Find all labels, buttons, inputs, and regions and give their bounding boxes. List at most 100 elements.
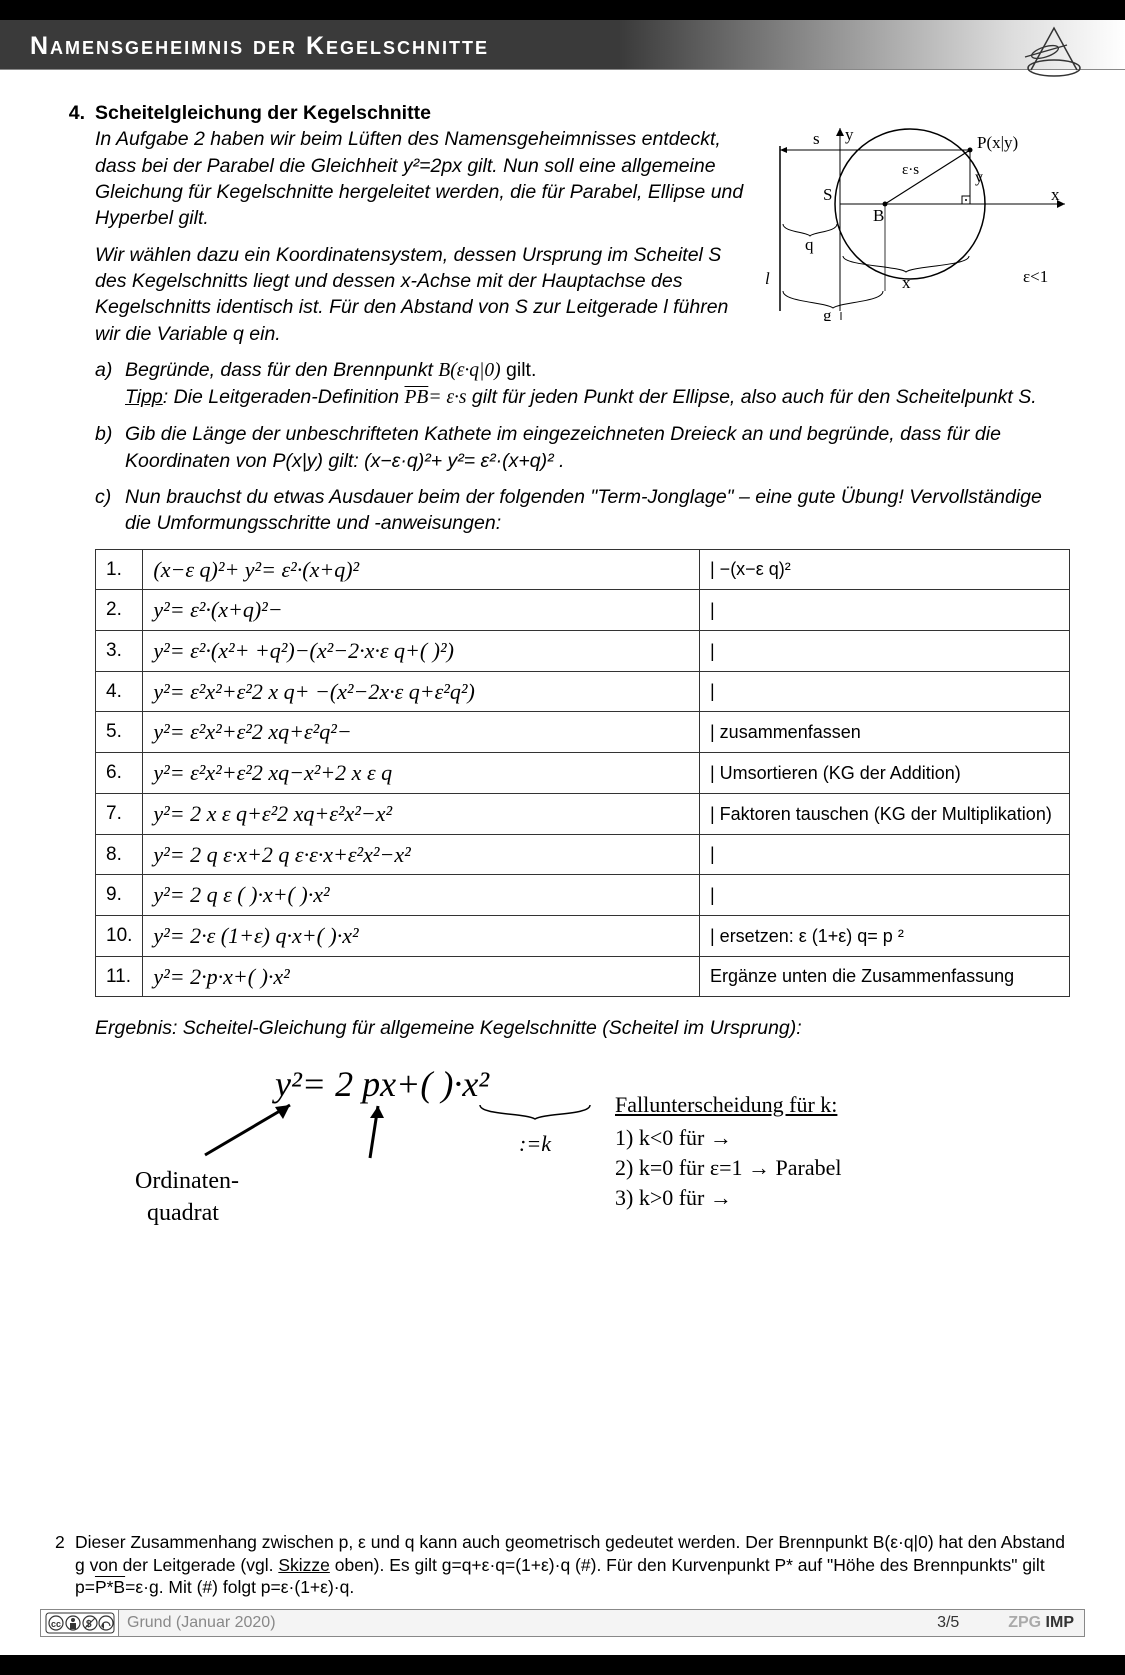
case-3: 3) k>0 für → bbox=[615, 1183, 842, 1213]
step-note: | bbox=[700, 590, 1070, 631]
svg-text:S: S bbox=[823, 185, 832, 204]
task-title: Scheitelgleichung der Kegelschnitte bbox=[95, 100, 1070, 126]
case-1: 1) k<0 für → bbox=[615, 1123, 842, 1153]
svg-text:g: g bbox=[823, 306, 832, 321]
step-equation: y²= ε²x²+ε²2 xq−x²+2 x ε q bbox=[143, 753, 700, 794]
table-row: 3.y²= ε²·(x²+ +q²)−(x²−2·x·ε q+( )²)| bbox=[96, 631, 1070, 672]
subtask-b-letter: b) bbox=[95, 421, 117, 474]
subtask-c-body: Nun brauchst du etwas Ausdauer beim der … bbox=[125, 484, 1070, 537]
subtask-c: c) Nun brauchst du etwas Ausdauer beim d… bbox=[95, 484, 1070, 537]
subtask-c-letter: c) bbox=[95, 484, 117, 537]
a-text1: Begründe, dass für den Brennpunkt bbox=[125, 359, 438, 381]
step-number: 3. bbox=[96, 631, 143, 672]
document-header: Namensgeheimnis der Kegelschnitte bbox=[0, 20, 1125, 70]
footer: cc $ Grund (Januar 2020) 3/5 ZPG IMP bbox=[40, 1609, 1085, 1637]
result-line: Ergebnis: Scheitel-Gleichung für allgeme… bbox=[95, 1015, 1070, 1041]
svg-text:ε<1: ε<1 bbox=[1023, 267, 1048, 286]
step-number: 6. bbox=[96, 753, 143, 794]
a-tipp-text: : Die Leitgeraden-Definition bbox=[163, 386, 405, 408]
svg-text:B: B bbox=[873, 206, 884, 225]
content-area: 4. Scheitelgleichung der Kegelschnitte bbox=[0, 70, 1125, 1240]
k-brace: :=k bbox=[475, 1102, 595, 1159]
subtask-b-body: Gib die Länge der unbeschrifteten Kathet… bbox=[125, 421, 1070, 474]
footer-author: Grund (Januar 2020) bbox=[119, 1614, 888, 1632]
footer-zpg2: IMP bbox=[1046, 1614, 1074, 1631]
step-number: 9. bbox=[96, 875, 143, 916]
step-note: | bbox=[700, 631, 1070, 672]
step-equation: y²= 2 q ε·x+2 q ε·ε·x+ε²x²−x² bbox=[143, 834, 700, 875]
step-note: | ersetzen: ε (1+ε) q= p ² bbox=[700, 915, 1070, 956]
task-number: 4. bbox=[69, 102, 85, 124]
step-equation: y²= 2 x ε q+ε²2 xq+ε²x²−x² bbox=[143, 793, 700, 834]
step-equation: y²= 2·ε (1+ε) q·x+( )·x² bbox=[143, 915, 700, 956]
footnote-text: Dieser Zusammenhang zwischen p, ε und q … bbox=[75, 1531, 1070, 1599]
table-row: 7.y²= 2 x ε q+ε²2 xq+ε²x²−x²| Faktoren t… bbox=[96, 793, 1070, 834]
fall-title: Fallunterscheidung für k: bbox=[615, 1090, 842, 1120]
svg-text:l: l bbox=[765, 269, 770, 288]
header-title: Namensgeheimnis der Kegelschnitte bbox=[30, 32, 489, 60]
step-number: 8. bbox=[96, 834, 143, 875]
svg-text:y: y bbox=[975, 169, 983, 186]
step-note: | bbox=[700, 834, 1070, 875]
a-gilt: gilt. bbox=[501, 359, 537, 381]
ordinaten-label: Ordinaten- quadrat bbox=[135, 1165, 239, 1230]
step-note: | −(x−ε q)² bbox=[700, 549, 1070, 590]
table-row: 1.(x−ε q)²+ y²= ε²·(x+q)²| −(x−ε q)² bbox=[96, 549, 1070, 590]
step-note: | Faktoren tauschen (KG der Multiplikati… bbox=[700, 793, 1070, 834]
footnote: 2 Dieser Zusammenhang zwischen p, ε und … bbox=[55, 1531, 1070, 1599]
step-note: | bbox=[700, 875, 1070, 916]
footer-zpg: ZPG IMP bbox=[1008, 1614, 1084, 1632]
table-row: 11.y²= 2·p·x+( )·x²Ergänze unten die Zus… bbox=[96, 956, 1070, 997]
table-row: 2.y²= ε²·(x+q)²−| bbox=[96, 590, 1070, 631]
svg-text:x: x bbox=[1051, 185, 1060, 204]
a-eq: = ε·s bbox=[428, 387, 466, 408]
footer-page-number: 3/5 bbox=[888, 1614, 1008, 1632]
conic-diagram: s y P(x|y) ε·s y S B x q x ε<1 l g bbox=[765, 126, 1070, 321]
derivation-table: 1.(x−ε q)²+ y²= ε²·(x+q)²| −(x−ε q)²2.y²… bbox=[95, 549, 1070, 998]
arrow-2 bbox=[350, 1098, 400, 1168]
case-distinction: Fallunterscheidung für k: 1) k<0 für → 2… bbox=[615, 1090, 842, 1213]
step-equation: y²= ε²x²+ε²2 x q+ −(x²−2x·ε q+ε²q²) bbox=[143, 671, 700, 712]
conic-logo-icon bbox=[1023, 24, 1085, 78]
k-label: :=k bbox=[475, 1129, 595, 1159]
a-B: B(ε·q|0) bbox=[438, 360, 500, 381]
step-number: 7. bbox=[96, 793, 143, 834]
step-number: 1. bbox=[96, 549, 143, 590]
step-note: | Umsortieren (KG der Addition) bbox=[700, 753, 1070, 794]
page: Namensgeheimnis der Kegelschnitte 4. Sch… bbox=[0, 20, 1125, 1655]
step-number: 10. bbox=[96, 915, 143, 956]
svg-text:x: x bbox=[902, 273, 911, 292]
subtask-b: b) Gib die Länge der unbeschrifteten Kat… bbox=[95, 421, 1070, 474]
step-note: | bbox=[700, 671, 1070, 712]
table-row: 5.y²= ε²x²+ε²2 xq+ε²q²−| zusammenfassen bbox=[96, 712, 1070, 753]
footer-zpg1: ZPG bbox=[1008, 1614, 1045, 1631]
step-number: 5. bbox=[96, 712, 143, 753]
step-number: 4. bbox=[96, 671, 143, 712]
step-equation: y²= ε²·(x²+ +q²)−(x²−2·x·ε q+( )²) bbox=[143, 631, 700, 672]
step-equation: y²= 2·p·x+( )·x² bbox=[143, 956, 700, 997]
a-tail: gilt für jeden Punkt der Ellipse, also a… bbox=[467, 386, 1037, 408]
footnote-number: 2 bbox=[55, 1531, 69, 1599]
result-formula-area: y²= 2 px+( )·x² :=k bbox=[95, 1060, 1070, 1240]
subtask-a-body: Begründe, dass für den Brennpunkt B(ε·q|… bbox=[125, 357, 1070, 412]
table-row: 9.y²= 2 q ε ( )·x+( )·x²| bbox=[96, 875, 1070, 916]
step-number: 11. bbox=[96, 956, 143, 997]
subtask-a-letter: a) bbox=[95, 357, 117, 412]
cc-license-icon: cc $ bbox=[41, 1610, 119, 1636]
table-row: 6.y²= ε²x²+ε²2 xq−x²+2 x ε q| Umsortiere… bbox=[96, 753, 1070, 794]
arrow-1 bbox=[195, 1095, 305, 1165]
step-note: Ergänze unten die Zusammenfassung bbox=[700, 956, 1070, 997]
step-equation: (x−ε q)²+ y²= ε²·(x+q)² bbox=[143, 549, 700, 590]
step-equation: y²= 2 q ε ( )·x+( )·x² bbox=[143, 875, 700, 916]
step-note: | zusammenfassen bbox=[700, 712, 1070, 753]
svg-text:y: y bbox=[845, 126, 854, 144]
svg-text:cc: cc bbox=[51, 1619, 61, 1629]
svg-text:s: s bbox=[813, 129, 820, 148]
svg-text:P(x|y): P(x|y) bbox=[977, 133, 1018, 152]
step-equation: y²= ε²·(x+q)²− bbox=[143, 590, 700, 631]
a-pb: PB bbox=[405, 387, 429, 408]
table-row: 10.y²= 2·ε (1+ε) q·x+( )·x²| ersetzen: ε… bbox=[96, 915, 1070, 956]
subtask-a: a) Begründe, dass für den Brennpunkt B(ε… bbox=[95, 357, 1070, 412]
step-equation: y²= ε²x²+ε²2 xq+ε²q²− bbox=[143, 712, 700, 753]
step-number: 2. bbox=[96, 590, 143, 631]
